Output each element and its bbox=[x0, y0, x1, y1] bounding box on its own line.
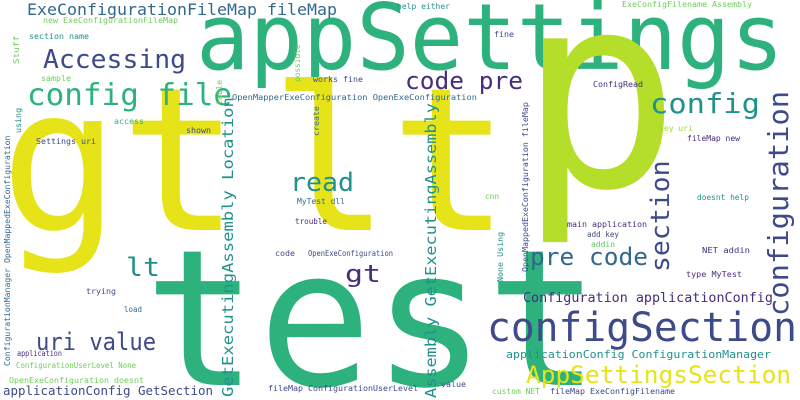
word-settings-uri: Settings uri bbox=[36, 137, 96, 146]
word-help-either: help either bbox=[397, 2, 450, 11]
word-pre-code: pre code bbox=[530, 243, 649, 271]
word-openexeconfiguration: OpenExeConfiguration bbox=[308, 249, 393, 258]
word-lt-large: lt bbox=[270, 45, 511, 278]
word-appsettingssection: AppSettingsSection bbox=[526, 361, 792, 389]
word-gt-large: gt bbox=[0, 45, 241, 278]
word-section-name: section name bbox=[29, 32, 89, 41]
word-openmappedexeconfiguration-filemap: OpenMappedExeConfiguration fileMap bbox=[521, 102, 530, 273]
word-lt-small: lt bbox=[126, 253, 161, 283]
word-applicationconfig-configurationmanager: applicationConfig ConfigurationManager bbox=[506, 348, 772, 361]
word-possible: possible bbox=[293, 44, 302, 82]
word-read: read bbox=[290, 168, 355, 198]
word-net-addin: NET addin bbox=[702, 246, 750, 255]
word-addin: addin bbox=[591, 240, 615, 249]
word-type-mytest: type MyTest bbox=[686, 270, 743, 279]
word-new-execonfigurationfilemap: new ExeConfigurationFileMap bbox=[43, 16, 178, 25]
word-configuration: configuration bbox=[762, 90, 795, 316]
word-configuration-applicationconfig: Configuration applicationConfig bbox=[523, 291, 773, 306]
word-openmapperexeconfiguration-openexeconfiguration: OpenMapperExeConfiguration OpenExeConfig… bbox=[232, 93, 477, 102]
word-using: using bbox=[14, 107, 23, 133]
word-trouble: trouble bbox=[295, 217, 327, 226]
word-configurationmanager-openmappedexeconfiguration: ConfigurationManager OpenMappedExeConfig… bbox=[3, 135, 12, 366]
word-applicationconfig-getsection: applicationConfig GetSection bbox=[3, 384, 213, 398]
word-key-uri: key uri bbox=[659, 124, 693, 133]
word-assembly-getexecutingassembly: Assembly GetExecutingAssembly bbox=[422, 103, 440, 398]
word-configurationuserlevel-none: ConfigurationUserLevel None bbox=[16, 361, 137, 370]
word-add-key: add key bbox=[587, 230, 619, 239]
word-shown: shown bbox=[186, 126, 212, 135]
word-value: value bbox=[441, 380, 467, 389]
word-trying: trying bbox=[86, 287, 117, 296]
word-mytest-dll: MyTest dll bbox=[297, 197, 345, 206]
word-code: code bbox=[275, 249, 295, 258]
word-accessing: Accessing bbox=[43, 45, 187, 75]
word-configread: ConfigRead bbox=[593, 80, 644, 89]
word-table: table bbox=[215, 79, 224, 105]
word-execonfigurationfilemap-filemap: ExeConfigurationFileMap fileMap bbox=[27, 0, 337, 19]
word-custom-net: custom NET bbox=[492, 387, 540, 396]
word-sample: sample bbox=[41, 74, 72, 83]
word-config-file: config file bbox=[27, 78, 233, 113]
word-doesnt-help: doesnt help bbox=[697, 193, 749, 202]
word-section: section bbox=[646, 160, 676, 272]
word-p: p bbox=[518, 0, 681, 250]
word-filemap-configurationuserlevel: fileMap ConfigurationUserLevel bbox=[268, 384, 418, 393]
word-configsection: configSection bbox=[487, 305, 797, 351]
word-fine: fine bbox=[494, 30, 514, 39]
word-main-application: main application bbox=[567, 220, 647, 229]
word-filemap-new: fileMap new bbox=[687, 134, 740, 143]
word-appsettings: appSettings bbox=[196, 0, 784, 91]
word-application: application bbox=[17, 349, 62, 358]
word-access: access bbox=[114, 117, 145, 126]
word-load: load bbox=[124, 305, 142, 314]
word-uri-value: uri value bbox=[36, 328, 157, 356]
word-execonfigfilename-assembly: ExeConfigFilename Assembly bbox=[622, 0, 752, 9]
word-create: create bbox=[312, 106, 321, 136]
word-cnn: cnn bbox=[485, 192, 500, 201]
word-gt-small: gt bbox=[345, 260, 381, 288]
word-filemap-execonfigfilename: fileMap ExeConfigFilename bbox=[550, 387, 675, 396]
word-config: config bbox=[650, 87, 760, 120]
word-openexeconfiguration-doesnt: OpenExeConfiguration doesnt bbox=[9, 376, 144, 385]
word-stuff: Stuff bbox=[12, 35, 21, 64]
word-works-fine: works fine bbox=[313, 75, 364, 84]
word-code-pre: code pre bbox=[405, 67, 524, 95]
word-getexecutingassembly-location: GetExecutingAssembly Location bbox=[219, 97, 237, 398]
word-none-using: None Using bbox=[496, 231, 505, 282]
word-test: test bbox=[144, 209, 601, 400]
